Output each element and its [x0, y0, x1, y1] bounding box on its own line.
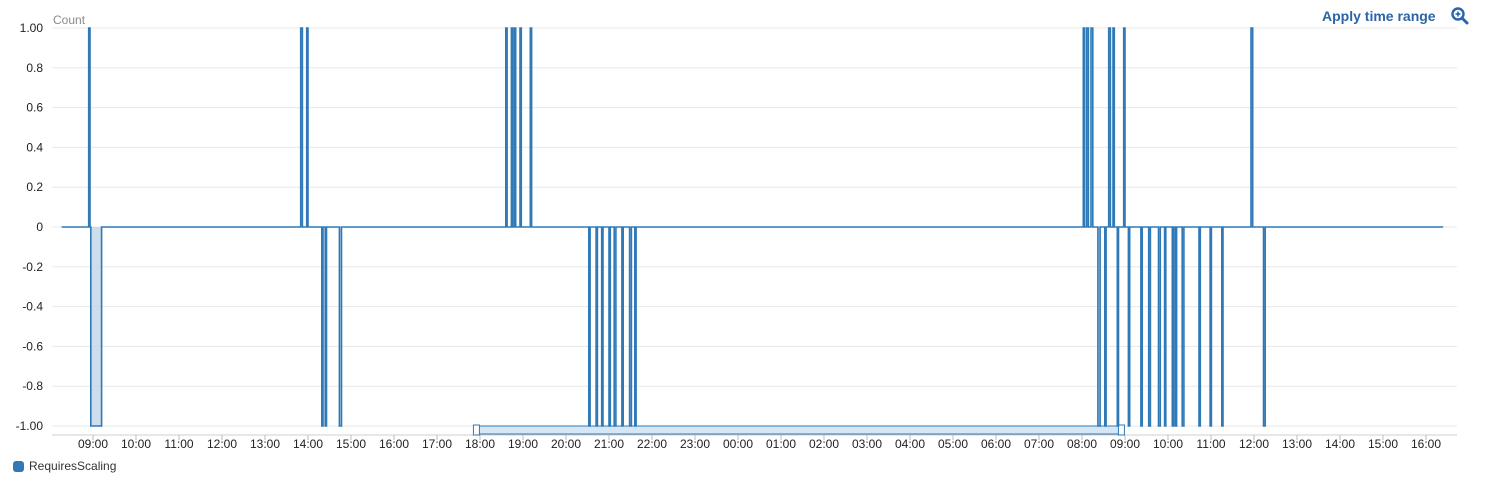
apply-time-range-button[interactable]: Apply time range	[1322, 5, 1470, 27]
x-tick-label: 10:00	[121, 437, 151, 451]
x-tick-label: 15:00	[1368, 437, 1398, 451]
x-tick-label: 23:00	[680, 437, 710, 451]
time-range-navigator[interactable]	[472, 424, 1125, 436]
x-tick-label: 15:00	[336, 437, 366, 451]
y-tick-label: 0	[36, 220, 43, 234]
x-tick-label: 03:00	[852, 437, 882, 451]
legend[interactable]: RequiresScaling	[13, 459, 116, 473]
y-tick-label: -1.00	[16, 419, 44, 433]
x-tick-label: 10:00	[1153, 437, 1183, 451]
apply-time-range-label: Apply time range	[1322, 8, 1436, 24]
y-tick-label: 0.6	[26, 101, 43, 115]
y-tick-label: -0.2	[22, 260, 43, 274]
x-tick-label: 04:00	[895, 437, 925, 451]
x-tick-label: 02:00	[809, 437, 839, 451]
x-tick-label: 01:00	[766, 437, 796, 451]
y-tick-label: -0.6	[22, 339, 43, 353]
x-tick-label: 13:00	[1282, 437, 1312, 451]
x-tick-label: 12:00	[1239, 437, 1269, 451]
x-axis: 09:00 10:00 11:00 12:00 13:00 14:00 15:00 16:00…	[52, 434, 1457, 451]
x-tick-label: 20:00	[551, 437, 581, 451]
y-tick-label: -0.8	[22, 379, 43, 393]
x-tick-label: 21:00	[594, 437, 624, 451]
y-tick-label: 0.8	[26, 61, 43, 75]
navigator-handle-end[interactable]	[1117, 424, 1125, 436]
x-tick-label: 17:00	[422, 437, 452, 451]
y-tick-label: 1.00	[20, 21, 44, 35]
x-tick-label: 13:00	[250, 437, 280, 451]
series-requires-scaling	[61, 27, 1444, 427]
y-tick-label: 0.2	[26, 180, 43, 194]
x-tick-label: 16:00	[1411, 437, 1441, 451]
x-tick-label: 08:00	[1067, 437, 1097, 451]
x-tick-label: 12:00	[207, 437, 237, 451]
x-tick-label: 09:00	[1110, 437, 1140, 451]
y-tick-label: -0.4	[22, 300, 43, 314]
navigator-handle-start[interactable]	[472, 424, 480, 436]
legend-label: RequiresScaling	[29, 459, 117, 473]
y-tick-label: 0.4	[26, 140, 43, 154]
x-tick-label: 07:00	[1024, 437, 1054, 451]
x-tick-label: 16:00	[379, 437, 409, 451]
x-tick-label: 14:00	[293, 437, 323, 451]
x-tick-label: 18:00	[465, 437, 495, 451]
x-tick-label: 00:00	[723, 437, 753, 451]
series-line	[61, 27, 1444, 427]
x-tick-label: 22:00	[637, 437, 667, 451]
legend-swatch	[13, 460, 24, 472]
y-axis-label: Count	[53, 13, 86, 27]
x-tick-label: 09:00	[78, 437, 108, 451]
x-tick-label: 06:00	[981, 437, 1011, 451]
x-tick-label: 11:00	[1196, 437, 1225, 451]
y-axis: 1.00 0.8 0.6 0.4 0.2 0 -0.2 -0.4 -0.6 -0.8 -1.00	[16, 21, 44, 433]
magnifier-icon[interactable]	[1450, 6, 1470, 26]
navigator-range[interactable]	[475, 425, 1122, 435]
x-tick-label: 11:00	[164, 437, 193, 451]
x-tick-label: 14:00	[1325, 437, 1355, 451]
x-tick-label: 05:00	[938, 437, 968, 451]
x-tick-label: 19:00	[508, 437, 538, 451]
